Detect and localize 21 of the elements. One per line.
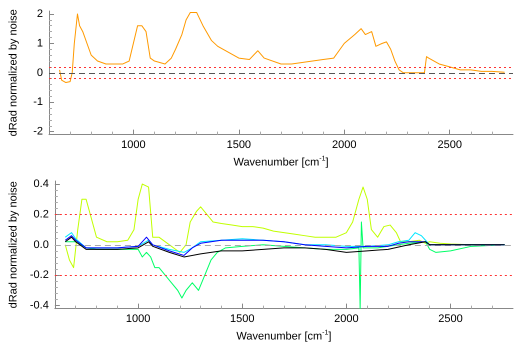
x-tick-label: 2500 (437, 139, 462, 152)
x-tick-label: 2000 (334, 313, 359, 326)
y-axis-title: dRad normalized by noise (8, 9, 20, 136)
x-tick-label: 1000 (121, 139, 146, 152)
x-tick-label: 2500 (438, 313, 463, 326)
y-tick-label: -1 (33, 96, 43, 108)
y-axis-title: dRad normalized by noise (8, 181, 20, 308)
y-tick-label: 0 (36, 66, 43, 79)
y-tick-label: 0.2 (34, 208, 49, 220)
y-tick-label: -0.2 (30, 269, 49, 282)
x-tick-label: 1500 (230, 313, 255, 326)
x-tick-label: 2000 (332, 139, 357, 152)
x-tick-label: 1500 (226, 139, 252, 152)
y-tick-label: 2 (36, 8, 43, 20)
x-tick-label: 1000 (126, 313, 150, 326)
y-tick-label: -0.4 (30, 300, 49, 312)
y-tick-label: 0.4 (34, 178, 49, 190)
line-series (59, 12, 506, 84)
y-tick-label: 0.0 (34, 238, 49, 251)
y-tick-label: 1 (36, 37, 43, 50)
y-tick-label: -2 (33, 126, 43, 138)
